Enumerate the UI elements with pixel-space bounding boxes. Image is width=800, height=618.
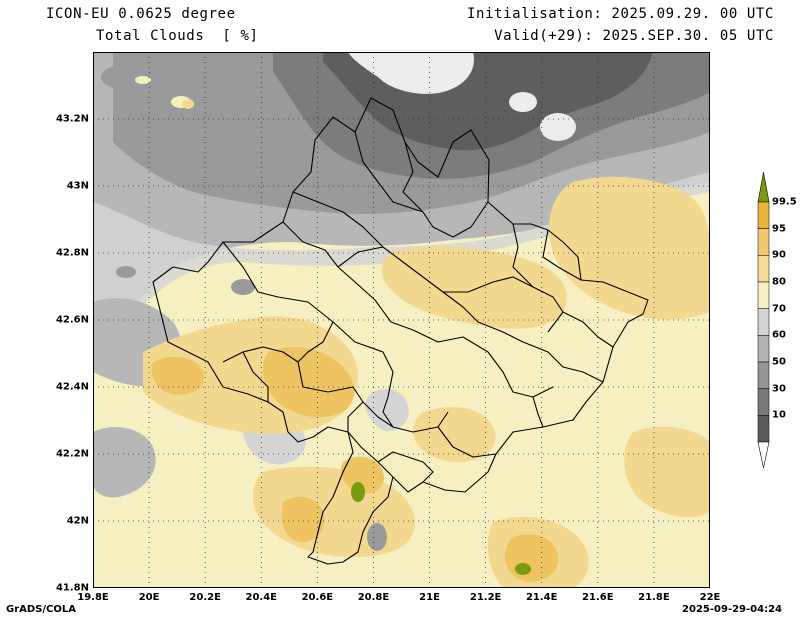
y-tick-label: 42N bbox=[66, 515, 89, 527]
field-west-orange-2 bbox=[151, 356, 204, 395]
border-segment-5 bbox=[402, 141, 489, 238]
field-east-orange-3 bbox=[624, 426, 710, 518]
field-central-orange bbox=[262, 347, 355, 418]
border-segment-16 bbox=[532, 396, 544, 428]
model-title: ICON-EU 0.0625 degree bbox=[46, 6, 236, 22]
field-core-2 bbox=[515, 563, 531, 575]
legend-swatch bbox=[757, 228, 770, 256]
legend-swatch bbox=[757, 361, 770, 389]
legend-label: 50 bbox=[772, 356, 786, 368]
field-sw-orange bbox=[341, 456, 384, 494]
border-segment-17 bbox=[437, 426, 497, 458]
color-legend bbox=[757, 171, 770, 469]
border-segment-13 bbox=[512, 223, 534, 288]
admin-borders bbox=[152, 97, 649, 565]
border-segment-6 bbox=[354, 131, 424, 213]
legend-label: 30 bbox=[772, 383, 786, 395]
field-west-grey-2 bbox=[93, 427, 156, 498]
x-tick-label: 22E bbox=[699, 592, 721, 603]
field-center-orange-3 bbox=[413, 407, 496, 462]
border-segment-4 bbox=[292, 191, 384, 248]
border-segment-19 bbox=[242, 351, 269, 402]
x-tick-label: 20.6E bbox=[301, 592, 334, 603]
field-s-grey-spot bbox=[367, 523, 387, 551]
border-segment-11 bbox=[477, 321, 604, 383]
x-tick-label: 20E bbox=[138, 592, 160, 603]
x-tick-label: 19.8E bbox=[77, 592, 109, 603]
legend-swatch bbox=[757, 388, 770, 416]
valid-time: Valid(+29): 2025.SEP.30. 05 UTC bbox=[494, 28, 774, 44]
legend-top-arrow bbox=[757, 171, 770, 203]
outer-border bbox=[152, 97, 649, 493]
y-tick-label: 42.6N bbox=[55, 314, 89, 326]
y-tick-label: 42.4N bbox=[55, 381, 89, 393]
legend-label: 60 bbox=[772, 329, 786, 341]
legend-label: 80 bbox=[772, 276, 786, 288]
south-lobe-2 bbox=[377, 451, 434, 483]
border-segment-1 bbox=[222, 241, 394, 373]
variable-title: Total Clouds [ %] bbox=[96, 28, 259, 44]
border-segment-12 bbox=[443, 276, 564, 333]
field-core-1 bbox=[351, 482, 365, 502]
legend-swatch bbox=[757, 308, 770, 336]
field-clear-patch-3 bbox=[509, 92, 537, 112]
cloud-cover-map bbox=[93, 52, 710, 588]
field-east-orange bbox=[549, 176, 710, 320]
legend-label: 90 bbox=[772, 249, 786, 261]
border-segment-7 bbox=[222, 321, 334, 363]
border-segment-8 bbox=[297, 361, 364, 432]
legend-label: 70 bbox=[772, 303, 786, 315]
field-nw-orange bbox=[182, 99, 194, 109]
map-frame bbox=[93, 52, 710, 588]
x-tick-label: 20.8E bbox=[357, 592, 390, 603]
x-tick-label: 21.2E bbox=[469, 592, 502, 603]
field-south-orange-2 bbox=[281, 496, 325, 542]
border-segment-2 bbox=[282, 221, 414, 331]
y-tick-label: 41.8N bbox=[55, 582, 89, 594]
legend-label: 10 bbox=[772, 409, 786, 421]
legend-bottom-arrow bbox=[757, 441, 770, 469]
legend-swatch bbox=[757, 201, 770, 229]
x-tick-label: 20.4E bbox=[245, 592, 278, 603]
field-clear-patch bbox=[348, 52, 474, 94]
legend-swatch bbox=[757, 335, 770, 363]
x-tick-label: 21E bbox=[419, 592, 440, 603]
border-segment-18 bbox=[362, 401, 394, 428]
field-clear-patch-2 bbox=[540, 113, 576, 141]
legend-swatch bbox=[757, 415, 770, 443]
border-segment-15 bbox=[562, 311, 614, 348]
x-tick-label: 21.8E bbox=[638, 592, 670, 603]
field-w-grey-spot-2 bbox=[231, 279, 255, 295]
x-tick-label: 21.6E bbox=[582, 592, 614, 603]
y-tick-label: 42.2N bbox=[55, 448, 89, 460]
render-timestamp: 2025-09-29-04:24 bbox=[682, 604, 782, 615]
cloud-field bbox=[93, 52, 710, 588]
border-segment-10 bbox=[412, 329, 554, 398]
legend-label: 95 bbox=[772, 223, 786, 235]
border-segment-14 bbox=[547, 229, 582, 281]
legend-swatch bbox=[757, 255, 770, 283]
field-east-orange-2 bbox=[381, 246, 567, 329]
field-nw-grey bbox=[101, 65, 145, 89]
software-credit: GrADS/COLA bbox=[6, 604, 76, 615]
x-tick-label: 20.2E bbox=[189, 592, 221, 603]
y-tick-label: 42.8N bbox=[55, 247, 89, 259]
south-lobe bbox=[307, 431, 394, 565]
legend-swatch bbox=[757, 281, 770, 309]
field-nw-yellow-2 bbox=[135, 76, 151, 84]
border-segment-3 bbox=[337, 246, 479, 323]
field-center-grey bbox=[365, 388, 409, 432]
field-w-grey-spot bbox=[116, 266, 136, 278]
legend-label: 99.5 bbox=[772, 196, 797, 208]
initialisation-time: Initialisation: 2025.09.29. 00 UTC bbox=[467, 6, 774, 22]
y-tick-label: 43.2N bbox=[55, 113, 89, 125]
y-tick-label: 43N bbox=[66, 180, 89, 192]
x-tick-label: 21.4E bbox=[525, 592, 558, 603]
